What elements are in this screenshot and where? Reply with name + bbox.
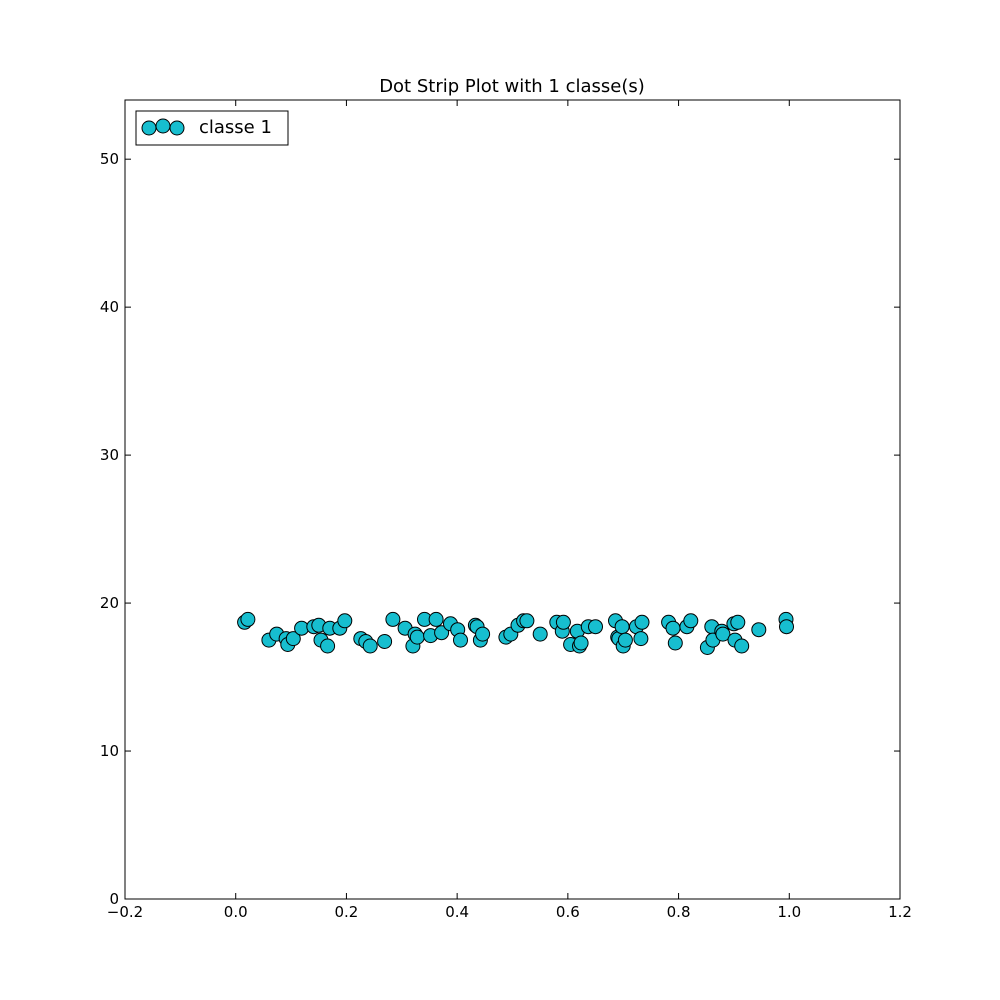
data-point: [683, 613, 699, 629]
data-point: [337, 613, 353, 629]
ticks-layer: −0.2 0.0 0.2 0.4 0.6 0.8 1.0 1.2 0 10 20 30 40 50: [100, 100, 912, 921]
data-point: [588, 619, 603, 635]
data-point: [475, 626, 491, 642]
data-point: [734, 638, 750, 654]
data-point: [240, 611, 256, 627]
legend-marker: [141, 120, 157, 136]
data-point: [385, 611, 401, 627]
data-point: [453, 632, 468, 648]
points-layer: [237, 611, 794, 655]
y-tick-label: 20: [100, 594, 119, 612]
data-point: [667, 635, 683, 651]
legend: classe 1: [135, 110, 289, 146]
data-point: [428, 611, 444, 627]
data-point: [532, 626, 548, 642]
data-point: [634, 614, 650, 630]
x-tick-label: 0.4: [445, 903, 469, 921]
x-tick-label: 0.2: [334, 903, 358, 921]
data-point: [362, 638, 378, 654]
x-tick-label: 1.0: [777, 903, 801, 921]
plot-frame: [124, 99, 901, 900]
x-tick-label: 0.0: [224, 903, 248, 921]
data-point: [409, 629, 425, 645]
data-point: [614, 619, 630, 635]
chart-title: Dot Strip Plot with 1 classe(s): [379, 76, 645, 97]
legend-markers: [141, 118, 185, 136]
legend-marker: [155, 118, 171, 134]
data-point: [320, 638, 336, 654]
data-point: [715, 626, 731, 642]
x-tick-label: 0.8: [667, 903, 691, 921]
data-point: [573, 635, 589, 651]
data-point: [377, 634, 393, 649]
data-point: [751, 622, 767, 638]
y-tick-label: 40: [100, 298, 119, 316]
y-tick-label: 10: [100, 742, 119, 760]
data-point: [617, 632, 633, 648]
data-point: [665, 620, 681, 636]
data-point: [555, 614, 571, 630]
data-point: [779, 619, 794, 635]
x-tick-label: −0.2: [107, 903, 143, 921]
y-tick-label: 50: [100, 150, 119, 168]
data-point: [633, 631, 649, 647]
data-point: [519, 613, 535, 629]
legend-label: classe 1: [199, 117, 272, 138]
y-tick-label: 0: [109, 890, 119, 908]
data-point: [434, 625, 450, 641]
data-point: [730, 614, 746, 630]
x-tick-label: 1.2: [888, 903, 912, 921]
y-tick-label: 30: [100, 446, 119, 464]
x-tick-label: 0.6: [556, 903, 580, 921]
legend-marker: [169, 120, 185, 136]
data-point: [285, 631, 301, 647]
